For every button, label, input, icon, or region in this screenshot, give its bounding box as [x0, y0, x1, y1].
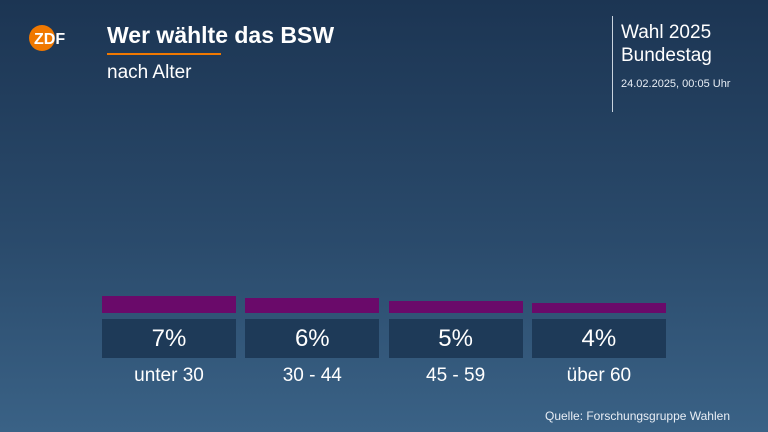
election-subtitle: Bundestag: [621, 45, 712, 66]
bar: [245, 298, 380, 313]
bar: [531, 303, 666, 313]
bar: [102, 295, 236, 313]
value-label: 5%: [388, 319, 523, 358]
page-subtitle: nach Alter: [107, 62, 192, 83]
value-label: 6%: [245, 319, 380, 358]
category-label: 45 - 59: [426, 365, 486, 386]
election-title: Wahl 2025: [621, 22, 712, 43]
bar: [388, 300, 523, 313]
value-label: 7%: [102, 319, 236, 358]
category-label: über 60: [566, 365, 632, 386]
header-divider: [612, 16, 613, 112]
zdf-logo: ZDF: [29, 25, 65, 51]
zdf-logo-circle: [29, 25, 55, 51]
title-underline: [107, 53, 221, 55]
value-label: 4%: [531, 319, 666, 358]
zdf-logo-text: ZDF: [34, 31, 65, 48]
source-note: Quelle: Forschungsgruppe Wahlen: [545, 409, 730, 423]
timestamp: 24.02.2025, 00:05 Uhr: [621, 78, 731, 90]
category-label: 30 - 44: [282, 365, 342, 386]
category-label: unter 30: [134, 365, 204, 386]
page-title: Wer wählte das BSW: [107, 22, 335, 48]
